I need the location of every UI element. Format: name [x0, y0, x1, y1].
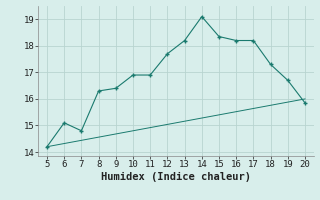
X-axis label: Humidex (Indice chaleur): Humidex (Indice chaleur) — [101, 172, 251, 182]
